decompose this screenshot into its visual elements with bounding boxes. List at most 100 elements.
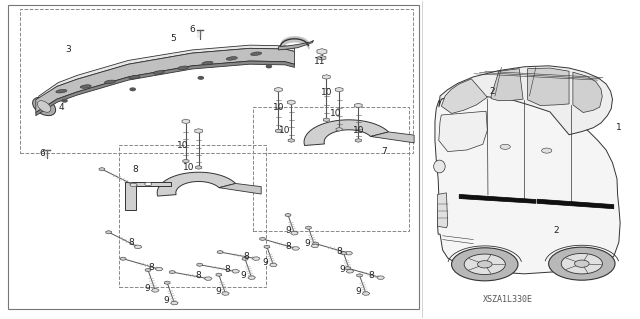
Text: 6: 6 xyxy=(39,149,45,158)
Circle shape xyxy=(62,100,67,102)
Polygon shape xyxy=(439,66,612,135)
Text: 8: 8 xyxy=(129,238,134,247)
Polygon shape xyxy=(362,292,370,295)
Polygon shape xyxy=(292,247,300,250)
Text: 9: 9 xyxy=(339,264,345,274)
Polygon shape xyxy=(460,195,536,203)
Text: 9: 9 xyxy=(355,287,361,296)
Polygon shape xyxy=(252,257,260,260)
Polygon shape xyxy=(336,128,342,131)
Polygon shape xyxy=(355,103,362,108)
Polygon shape xyxy=(275,129,282,133)
Text: 8: 8 xyxy=(225,264,230,274)
Text: 9: 9 xyxy=(145,284,150,293)
Circle shape xyxy=(198,77,204,79)
Circle shape xyxy=(541,148,552,153)
Polygon shape xyxy=(204,277,212,280)
Polygon shape xyxy=(435,93,620,274)
Polygon shape xyxy=(291,231,298,235)
Text: 2: 2 xyxy=(554,226,559,235)
Ellipse shape xyxy=(251,52,262,56)
Text: XSZA1L330E: XSZA1L330E xyxy=(483,295,533,304)
Polygon shape xyxy=(355,139,362,142)
Circle shape xyxy=(145,182,152,186)
Circle shape xyxy=(266,65,271,68)
Ellipse shape xyxy=(434,160,445,173)
Polygon shape xyxy=(157,172,236,196)
Polygon shape xyxy=(304,120,388,145)
Text: 8: 8 xyxy=(368,271,374,280)
Bar xyxy=(119,145,266,286)
Bar xyxy=(8,5,419,309)
Polygon shape xyxy=(323,75,330,79)
Polygon shape xyxy=(491,69,523,101)
Text: 10: 10 xyxy=(177,141,188,150)
Text: 10: 10 xyxy=(279,126,291,135)
Polygon shape xyxy=(275,87,282,92)
Text: 11: 11 xyxy=(314,56,326,65)
Polygon shape xyxy=(313,242,318,245)
Text: 8: 8 xyxy=(196,271,202,280)
Polygon shape xyxy=(248,276,255,279)
Polygon shape xyxy=(221,292,229,295)
Text: 8: 8 xyxy=(148,263,154,272)
Polygon shape xyxy=(323,118,330,122)
Polygon shape xyxy=(318,56,326,60)
Polygon shape xyxy=(219,183,261,194)
Circle shape xyxy=(548,247,615,280)
Polygon shape xyxy=(442,79,487,114)
Text: 9: 9 xyxy=(164,296,170,305)
Polygon shape xyxy=(106,231,111,234)
Text: 8: 8 xyxy=(244,252,250,261)
Text: 2: 2 xyxy=(490,87,495,96)
Polygon shape xyxy=(537,199,614,209)
Polygon shape xyxy=(36,61,294,116)
Ellipse shape xyxy=(177,66,189,70)
Polygon shape xyxy=(232,270,239,273)
Polygon shape xyxy=(439,111,487,152)
Polygon shape xyxy=(438,193,448,228)
Text: 1: 1 xyxy=(616,123,621,132)
Ellipse shape xyxy=(129,75,140,79)
Circle shape xyxy=(477,261,492,268)
Polygon shape xyxy=(260,237,266,241)
Polygon shape xyxy=(164,281,170,284)
Text: 8: 8 xyxy=(132,165,138,174)
Polygon shape xyxy=(145,268,151,272)
Circle shape xyxy=(561,253,602,274)
Polygon shape xyxy=(134,245,141,249)
Ellipse shape xyxy=(80,85,92,88)
Text: 8: 8 xyxy=(285,242,291,251)
Polygon shape xyxy=(125,182,172,210)
Ellipse shape xyxy=(56,89,67,93)
Polygon shape xyxy=(317,49,327,54)
Text: 9: 9 xyxy=(215,287,221,296)
Ellipse shape xyxy=(33,97,56,115)
Text: 10: 10 xyxy=(273,103,284,112)
Polygon shape xyxy=(346,270,354,273)
Ellipse shape xyxy=(104,80,116,84)
Polygon shape xyxy=(171,301,178,305)
Polygon shape xyxy=(278,41,314,50)
Polygon shape xyxy=(371,132,414,143)
Polygon shape xyxy=(216,273,221,276)
Circle shape xyxy=(464,254,506,275)
Polygon shape xyxy=(269,263,277,267)
Text: 10: 10 xyxy=(353,126,364,135)
Polygon shape xyxy=(197,263,202,266)
Text: 8: 8 xyxy=(336,247,342,256)
Polygon shape xyxy=(218,250,223,254)
Ellipse shape xyxy=(227,57,237,60)
Polygon shape xyxy=(36,48,294,113)
Polygon shape xyxy=(196,166,202,169)
Text: 9: 9 xyxy=(263,258,269,267)
Polygon shape xyxy=(38,45,294,100)
Text: 10: 10 xyxy=(330,109,342,118)
Text: 3: 3 xyxy=(65,45,70,55)
Polygon shape xyxy=(120,257,126,260)
Bar xyxy=(253,107,410,231)
Polygon shape xyxy=(335,87,343,92)
Text: 10: 10 xyxy=(183,163,195,172)
Polygon shape xyxy=(182,119,190,123)
Polygon shape xyxy=(311,244,319,248)
